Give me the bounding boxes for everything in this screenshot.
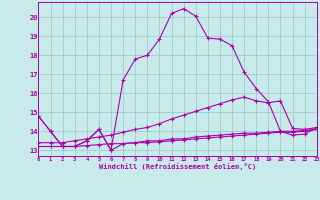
X-axis label: Windchill (Refroidissement éolien,°C): Windchill (Refroidissement éolien,°C) [99,163,256,170]
